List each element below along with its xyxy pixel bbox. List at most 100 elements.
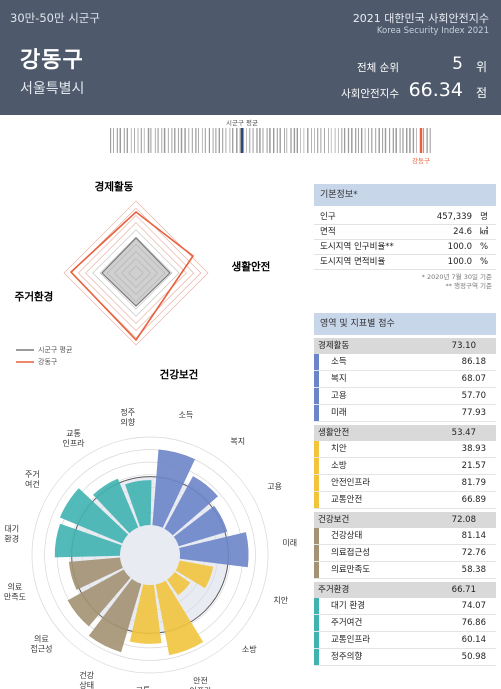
indicator-row: 의료접근성 72.76 xyxy=(314,545,496,562)
basic-info-unit: 명 xyxy=(480,212,488,222)
radar-district-shape xyxy=(69,210,195,342)
polar-grid-ring xyxy=(44,449,256,661)
barcode-ticks xyxy=(110,128,431,153)
polar-bar xyxy=(125,480,152,527)
polar-bars xyxy=(54,449,249,656)
indicator-row: 정주의향 50.98 xyxy=(314,649,496,666)
polar-bar xyxy=(152,449,195,528)
indicator-name: 소방 xyxy=(331,461,347,471)
index-title: 2021 대한민국 사회안전지수 xyxy=(352,12,489,25)
indicator-color-bar xyxy=(314,354,319,370)
indicator-row: 미래 77.93 xyxy=(314,405,496,422)
category-name: 경제활동 xyxy=(318,341,350,351)
polar-grid-ring xyxy=(31,436,269,674)
indicator-name: 안전인프라 xyxy=(331,478,371,488)
polar-label: 의료 만족도 xyxy=(4,582,26,602)
self-marker-label: 강동구 xyxy=(412,156,430,165)
indicator-name: 교통안전 xyxy=(331,495,363,505)
indicator-row: 복지 68.07 xyxy=(314,371,496,388)
category-name: 건강보건 xyxy=(318,515,350,525)
indicator-score: 76.86 xyxy=(461,618,486,628)
district-name: 강동구 xyxy=(20,48,84,73)
category-name: 생활안전 xyxy=(318,428,350,438)
basic-info-value: 100.0 xyxy=(447,242,472,252)
polar-label: 소득 xyxy=(179,411,194,420)
header-banner: 30만-50만 시군구 강동구 서울특별시 2021 대한민국 사회안전지수 K… xyxy=(0,0,501,115)
category-row: 주거환경 66.71 xyxy=(314,582,496,598)
indicator-name: 치안 xyxy=(331,444,347,454)
radar-axis-label: 건강보건 xyxy=(160,368,199,381)
indicator-row: 안전인프라 81.79 xyxy=(314,475,496,492)
index-title-en: Korea Security Index 2021 xyxy=(376,26,489,36)
indicator-color-bar xyxy=(314,458,319,474)
category-score: 72.08 xyxy=(451,515,476,525)
radar-chart: 경제활동 생활안전 건강보건 주거환경 시군구 평균 강동구 xyxy=(15,180,271,381)
indicator-row: 치안 38.93 xyxy=(314,441,496,458)
indicator-color-bar xyxy=(314,528,319,544)
polar-bar xyxy=(93,478,139,534)
radar-grid-ring xyxy=(99,236,173,310)
basic-info-note: ** 행정구역 기준 xyxy=(445,282,492,290)
polar-bar xyxy=(173,505,228,547)
polar-bar xyxy=(155,580,204,656)
polar-label: 교통안전 xyxy=(136,686,151,689)
indicator-name: 의료만족도 xyxy=(331,565,371,575)
polar-label: 대기 환경 xyxy=(4,524,19,543)
score-value: 66.34 xyxy=(408,79,463,101)
polar-bar xyxy=(175,560,214,589)
polar-bar xyxy=(164,476,218,536)
category-row: 생활안전 53.47 xyxy=(314,425,496,441)
indicator-color-bar xyxy=(314,388,319,404)
indicator-name: 주거여건 xyxy=(331,618,363,628)
polar-bar xyxy=(167,572,191,596)
rank-label: 전체 순위 xyxy=(357,62,399,74)
indicator-score: 50.98 xyxy=(461,652,486,662)
basic-info-value: 24.6 xyxy=(453,227,472,237)
scores-panel: 영역 및 지표별 점수 경제활동 73.10 소득 86.18 복지 68.07 고용 57.… xyxy=(314,313,496,666)
avg-marker-label: 시군구 평균 xyxy=(226,118,258,127)
category-name: 주거환경 xyxy=(318,585,350,595)
legend-label-district: 강동구 xyxy=(38,357,58,366)
indicator-color-bar xyxy=(314,405,319,421)
basic-info-title: 기본정보* xyxy=(314,184,496,206)
polar-label: 복지 xyxy=(230,437,245,446)
legend-label-average: 시군구 평균 xyxy=(38,345,73,354)
polar-bar xyxy=(67,569,131,627)
indicator-row: 소득 86.18 xyxy=(314,354,496,371)
radar-grid-ring xyxy=(92,229,180,317)
rank-value: 5 xyxy=(452,54,463,74)
indicator-score: 81.79 xyxy=(461,478,486,488)
basic-info-row: 도시지역 면적비율 100.0% xyxy=(314,255,496,270)
polar-label: 고용 xyxy=(267,482,282,491)
indicator-score: 81.14 xyxy=(461,531,486,541)
indicator-name: 정주의향 xyxy=(331,652,363,662)
polar-bar xyxy=(179,532,249,568)
polar-bar xyxy=(59,488,129,544)
basic-info-unit: % xyxy=(479,257,489,267)
indicator-score: 86.18 xyxy=(461,357,486,367)
radar-axis-label: 주거환경 xyxy=(15,290,54,303)
radar-grid-ring xyxy=(77,214,195,332)
polar-bar xyxy=(68,557,123,590)
indicator-row: 대기 환경 74.07 xyxy=(314,598,496,615)
indicator-name: 복지 xyxy=(331,374,347,384)
basic-info-unit: ㎢ xyxy=(479,227,489,237)
category-row: 건강보건 72.08 xyxy=(314,512,496,528)
indicator-row: 건강상태 81.14 xyxy=(314,528,496,545)
category-row: 경제활동 73.10 xyxy=(314,338,496,354)
radar-axis-label: 경제활동 xyxy=(95,180,134,193)
category-score: 66.71 xyxy=(451,585,476,595)
indicator-row: 교통안전 66.89 xyxy=(314,492,496,509)
rank-barcode-strip: 시군구 평균 강동구 xyxy=(110,118,431,165)
basic-info-value: 457,339 xyxy=(436,212,472,222)
category-score: 73.10 xyxy=(451,341,476,351)
polar-label: 의료 접근성 xyxy=(30,633,52,653)
indicator-name: 대기 환경 xyxy=(331,601,365,611)
indicator-score: 38.93 xyxy=(461,444,486,454)
basic-info-label: 도시지역 인구비율** xyxy=(320,242,394,252)
indicator-color-bar xyxy=(314,598,319,614)
polar-bar xyxy=(54,523,122,558)
indicator-row: 교통인프라 60.14 xyxy=(314,632,496,649)
polar-label: 안전인프라 xyxy=(189,676,212,689)
